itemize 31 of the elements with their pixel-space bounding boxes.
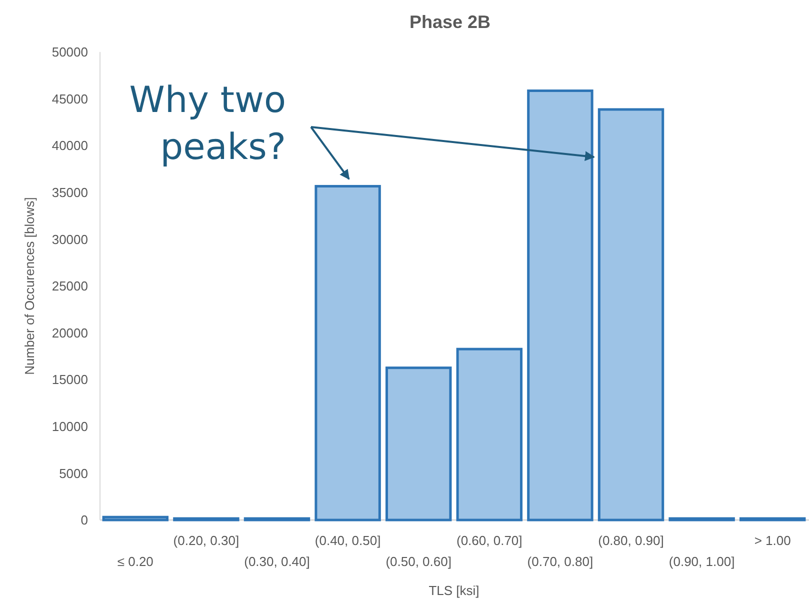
- x-tick-label: (0.40, 0.50]: [314, 533, 381, 548]
- y-tick-label: 25000: [52, 278, 88, 294]
- x-tick-label: ≤ 0.20: [117, 554, 154, 569]
- x-tick-label: (0.50, 0.60]: [386, 554, 452, 569]
- bar: [102, 516, 169, 522]
- x-tick-label: (0.20, 0.30]: [173, 533, 240, 548]
- y-tick-label: 35000: [52, 184, 88, 200]
- chart-title: Phase 2B: [409, 12, 491, 32]
- y-tick-label: 20000: [52, 325, 88, 340]
- x-tick-label: (0.70, 0.80]: [527, 554, 594, 569]
- y-tick-label: 30000: [52, 232, 88, 247]
- x-tick-label: (0.80, 0.90]: [598, 533, 664, 548]
- y-tick-label: 10000: [52, 418, 88, 434]
- bar: [314, 184, 381, 522]
- y-tick-label: 50000: [52, 44, 88, 60]
- y-tick-label: 40000: [52, 138, 88, 154]
- bar: [385, 366, 452, 522]
- y-tick-label: 5000: [59, 466, 88, 481]
- x-tick-label: (0.30, 0.40]: [244, 554, 310, 569]
- x-axis-title: TLS [ksi]: [428, 583, 480, 598]
- x-tick-label: (0.90, 1.00]: [668, 554, 735, 569]
- annotation: Why two peaks?: [129, 80, 286, 168]
- x-tick-label: (0.60, 0.70]: [456, 533, 522, 548]
- bar: [456, 348, 523, 522]
- y-tick-label: 0: [80, 512, 88, 528]
- bar: [527, 90, 594, 522]
- y-axis-title: Number of Occurences [blows]: [22, 197, 37, 375]
- y-tick-label: 45000: [52, 91, 88, 106]
- x-tick-label: > 1.00: [754, 533, 791, 548]
- y-tick-label: 15000: [52, 372, 88, 388]
- bar: [598, 108, 664, 522]
